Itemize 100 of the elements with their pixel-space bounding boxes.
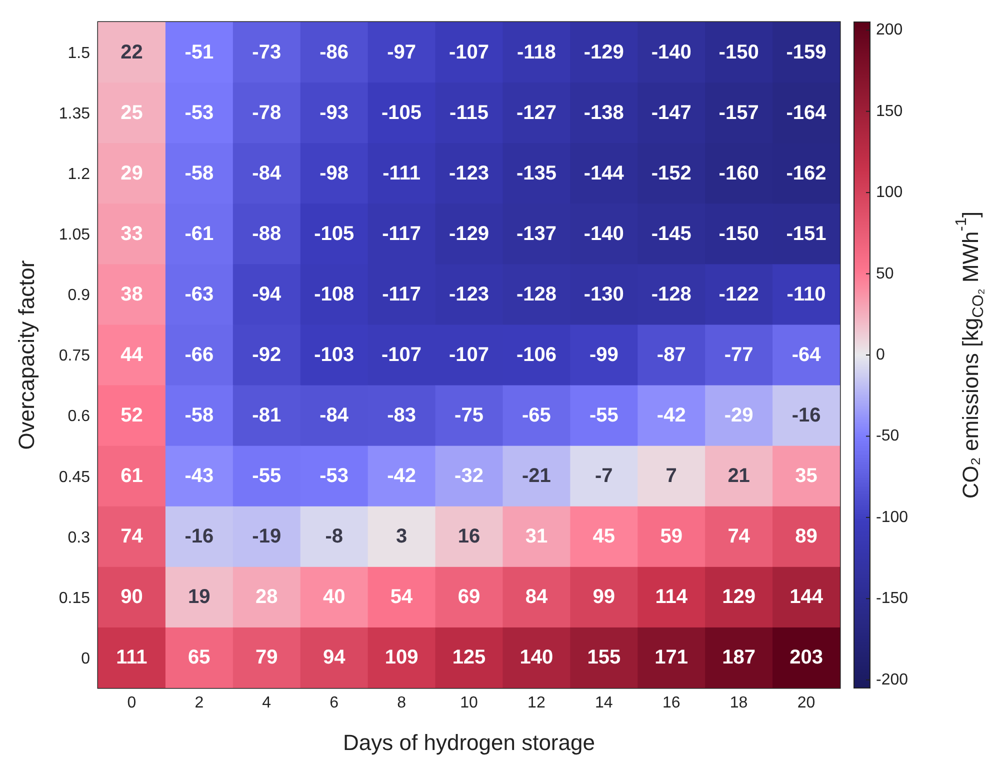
data-label: -108 <box>314 283 354 306</box>
data-label: 38 <box>120 283 143 306</box>
x-tick-label: 10 <box>460 694 478 712</box>
data-label: -138 <box>584 102 624 124</box>
x-tick-label: 0 <box>127 694 136 712</box>
data-label: -8 <box>325 526 343 548</box>
data-label: -150 <box>718 41 759 64</box>
data-label: -162 <box>786 162 826 184</box>
data-label: 19 <box>188 586 210 608</box>
data-label: -83 <box>387 404 416 427</box>
data-label: 31 <box>525 526 548 548</box>
data-label: -147 <box>651 102 692 124</box>
data-label: -64 <box>792 344 822 366</box>
data-label: 22 <box>120 41 143 64</box>
data-label: -19 <box>252 526 282 548</box>
data-label: 21 <box>728 465 750 488</box>
data-label: -107 <box>448 41 490 64</box>
x-tick-label: 4 <box>262 694 272 712</box>
color-bar-label: 150 <box>876 102 903 120</box>
color-bar-label: 50 <box>876 265 894 282</box>
data-label: -144 <box>584 162 625 184</box>
y-tick-label: 0.45 <box>58 468 90 486</box>
data-label: -77 <box>724 344 754 366</box>
data-label: -107 <box>382 344 422 366</box>
x-tick-label: 14 <box>595 694 613 712</box>
y-tick-label: 0.9 <box>68 287 90 304</box>
data-label: -86 <box>320 41 349 64</box>
data-label: -55 <box>252 465 282 488</box>
y-tick-label: 1.35 <box>58 106 90 122</box>
data-label: 29 <box>120 162 143 184</box>
data-label: 45 <box>592 526 616 548</box>
data-label: -43 <box>184 465 214 488</box>
data-label: -84 <box>320 404 350 427</box>
data-label: -94 <box>252 283 282 306</box>
data-label: -61 <box>184 222 214 245</box>
color-bar-label: -100 <box>876 508 908 526</box>
data-label: -97 <box>387 41 416 64</box>
data-label: 129 <box>722 586 756 608</box>
data-label: 94 <box>322 646 346 669</box>
data-label: -107 <box>448 344 490 366</box>
x-tick-label: 12 <box>528 694 546 712</box>
data-label: 140 <box>520 646 554 669</box>
data-label: 74 <box>120 526 144 548</box>
color-bar-label: 100 <box>876 184 903 202</box>
data-label: 109 <box>384 646 418 669</box>
data-label: 99 <box>592 586 616 608</box>
y-tick-label: 1.2 <box>68 166 90 184</box>
data-label: -88 <box>252 222 282 245</box>
data-label: 171 <box>654 646 688 669</box>
data-label: 203 <box>790 646 823 669</box>
data-label: -16 <box>792 404 821 427</box>
data-label: 89 <box>795 526 818 548</box>
color-bar-label: 0 <box>876 346 885 364</box>
color-bar-label: 200 <box>876 22 903 39</box>
data-label: 28 <box>256 586 278 608</box>
data-label: -140 <box>651 41 692 64</box>
data-label: -98 <box>320 162 349 184</box>
data-label: -145 <box>651 222 692 245</box>
data-label: -21 <box>522 465 551 488</box>
data-label: -65 <box>522 404 551 427</box>
data-label: -81 <box>252 404 282 427</box>
data-label: -111 <box>382 162 420 184</box>
data-label: -99 <box>589 344 618 366</box>
data-label: -115 <box>450 102 488 124</box>
color-bar-label: -150 <box>876 590 908 608</box>
data-label: -130 <box>584 283 624 306</box>
data-label: 111 <box>116 646 148 669</box>
data-label: -75 <box>454 404 484 427</box>
data-label: -159 <box>786 41 826 64</box>
data-label: -78 <box>252 102 282 124</box>
color-bar-label: -50 <box>876 428 900 445</box>
data-label: -92 <box>252 344 282 366</box>
data-label: -164 <box>786 102 828 124</box>
data-label: -55 <box>589 404 618 427</box>
data-label: 25 <box>120 102 143 124</box>
data-label: 69 <box>458 586 480 608</box>
data-label: 61 <box>120 465 143 488</box>
data-label: 125 <box>452 646 486 669</box>
data-label: 74 <box>728 526 751 548</box>
y-tick-label: 0.75 <box>58 348 90 365</box>
x-tick-label: 20 <box>797 694 816 712</box>
data-label: -53 <box>320 465 349 488</box>
data-label: -128 <box>651 283 692 306</box>
data-label: -122 <box>718 283 759 306</box>
data-label: -118 <box>516 41 556 64</box>
data-label: 35 <box>795 465 818 488</box>
data-label: -51 <box>184 41 214 64</box>
data-label: -105 <box>382 102 422 124</box>
data-label: -73 <box>252 41 282 64</box>
data-label: 79 <box>256 646 278 669</box>
data-label: 187 <box>722 646 756 669</box>
data-label: -123 <box>448 162 490 184</box>
data-label: -58 <box>184 162 214 184</box>
data-label: -129 <box>584 41 624 64</box>
data-label: -117 <box>382 283 422 306</box>
x-tick-label: 8 <box>397 694 406 712</box>
data-label: -58 <box>184 404 214 427</box>
data-label: -103 <box>314 344 354 366</box>
y-tick-label: 1.05 <box>58 226 90 244</box>
data-label: -152 <box>651 162 692 184</box>
